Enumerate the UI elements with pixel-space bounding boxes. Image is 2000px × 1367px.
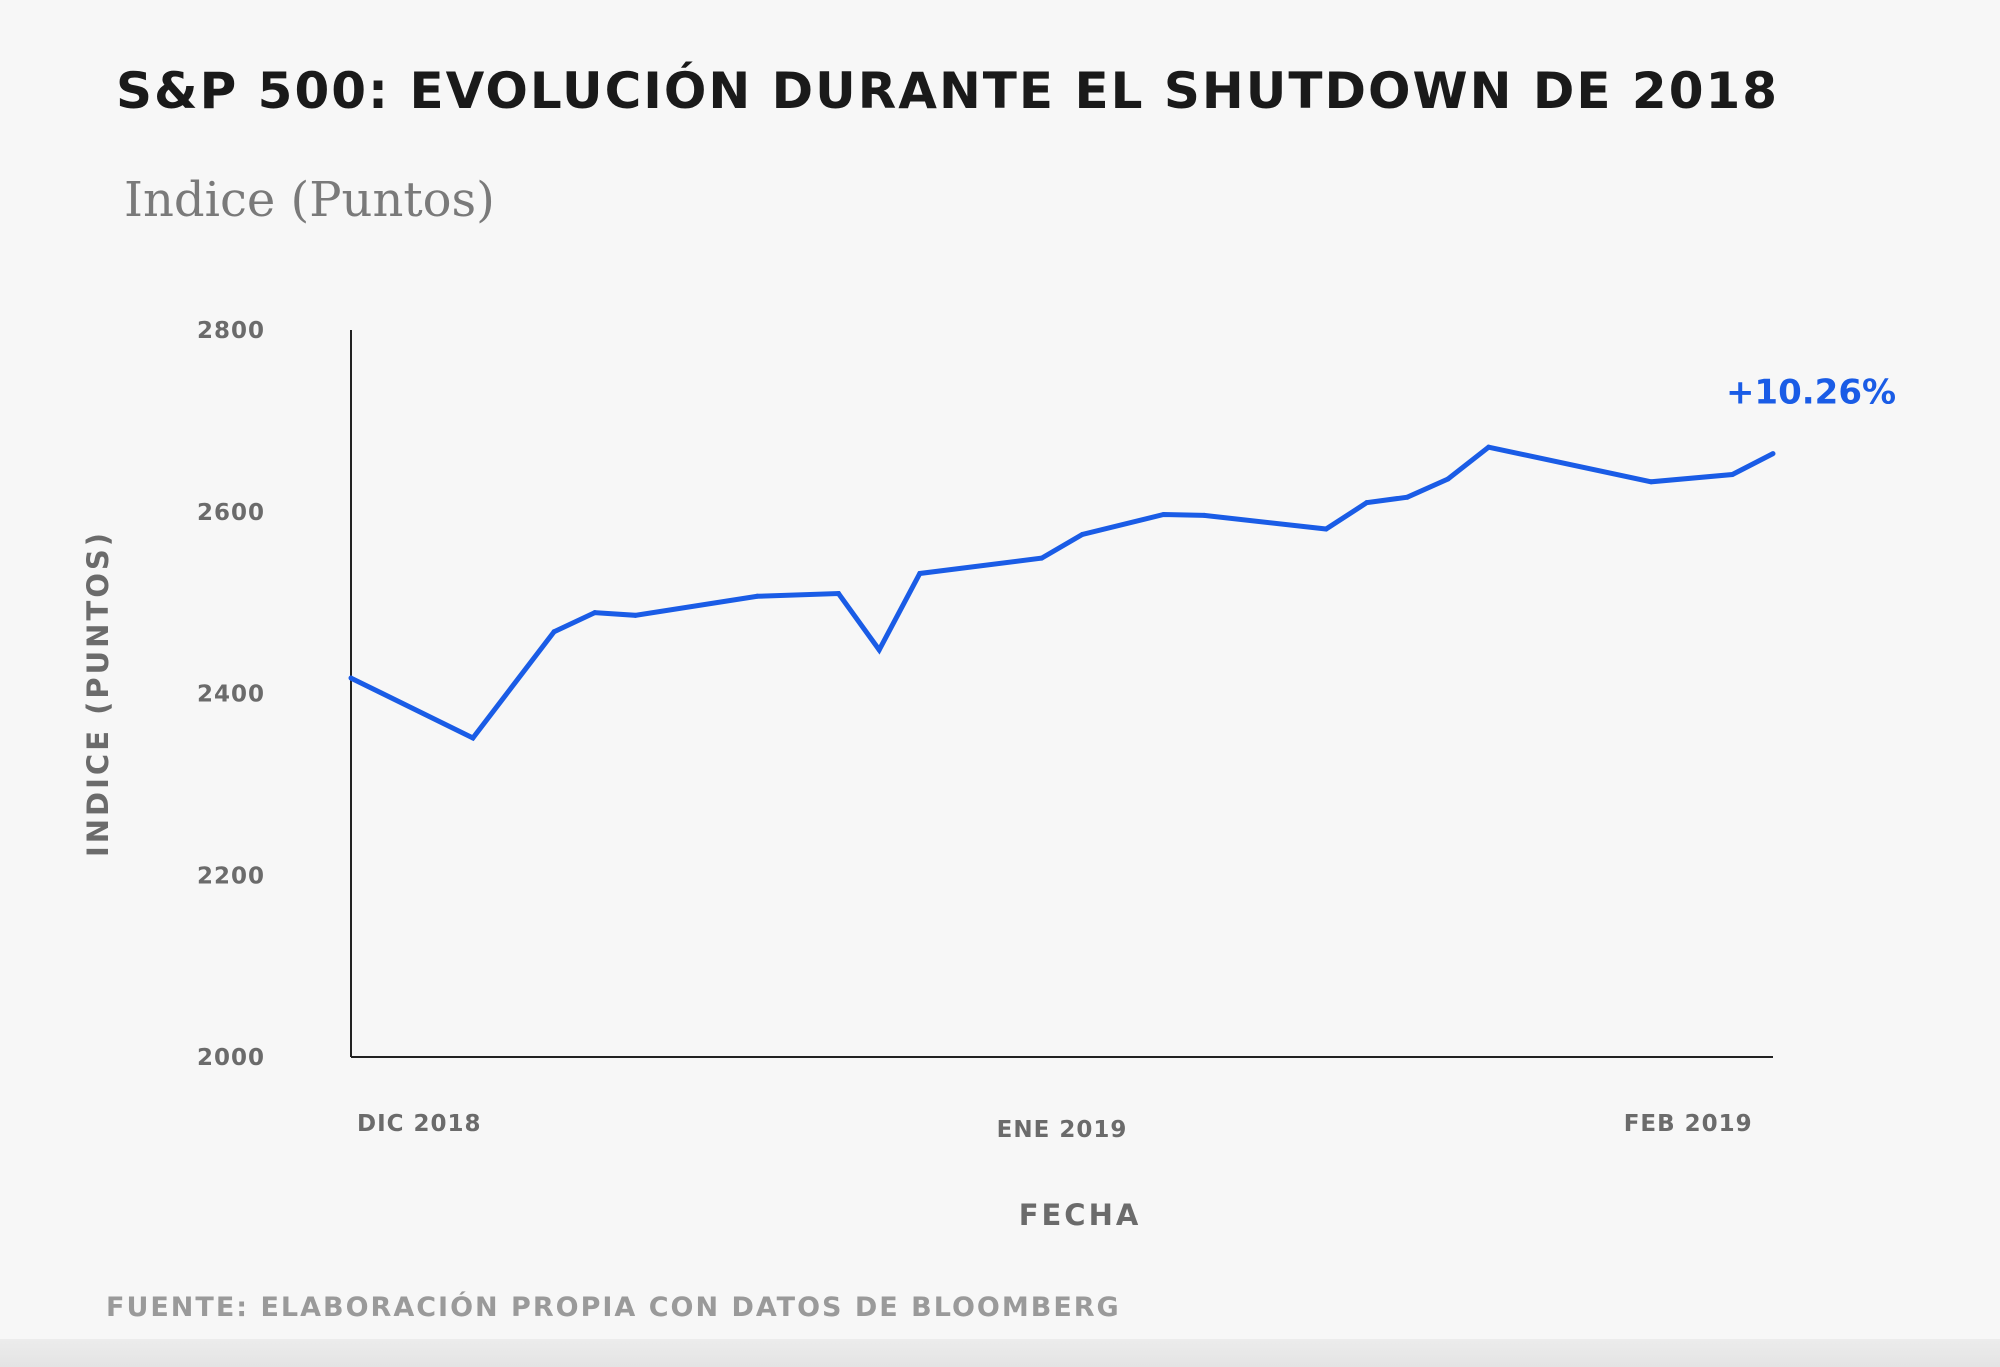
- series-line: [349, 444, 1775, 742]
- data-point: [1364, 500, 1370, 506]
- y-tick-label: 2800: [197, 318, 265, 344]
- data-point: [551, 629, 557, 635]
- data-point: [876, 647, 882, 653]
- x-tick-label: ENE 2019: [997, 1117, 1128, 1143]
- data-point: [470, 735, 476, 741]
- data-point: [1323, 526, 1329, 532]
- data-point: [348, 675, 354, 681]
- data-point: [1445, 476, 1451, 482]
- y-axis-ticks: 2800 2600 2400 2200 2000: [197, 318, 265, 1071]
- source-note: FUENTE: ELABORACIÓN PROPIA CON DATOS DE …: [106, 1292, 1121, 1323]
- data-point: [1486, 444, 1492, 450]
- change-annotation: +10.26%: [1726, 373, 1896, 413]
- series-layer: [348, 444, 1776, 742]
- x-axis-ticks: DIC 2018 ENE 2019 FEB 2019: [357, 1111, 1753, 1143]
- bottom-bar: [0, 1339, 2000, 1367]
- y-tick-label: 2200: [197, 863, 265, 889]
- data-point: [592, 610, 598, 616]
- y-axis-title: INDICE (PUNTOS): [81, 530, 115, 857]
- y-tick-label: 2000: [197, 1045, 265, 1071]
- y-tick-label: 2600: [197, 500, 265, 526]
- data-point: [1404, 494, 1410, 500]
- data-point: [917, 571, 923, 577]
- data-point: [632, 612, 638, 618]
- x-tick-label: DIC 2018: [357, 1111, 482, 1137]
- data-point: [1201, 512, 1207, 518]
- data-point: [1648, 479, 1654, 485]
- data-point: [836, 591, 842, 597]
- data-point: [1729, 471, 1735, 477]
- chart-subtitle: Indice (Puntos): [124, 172, 495, 228]
- data-point: [1039, 555, 1045, 561]
- y-tick-label: 2400: [197, 682, 265, 708]
- x-axis-title: FECHA: [1019, 1198, 1142, 1232]
- data-point: [1079, 531, 1085, 537]
- data-point: [1770, 451, 1776, 457]
- data-point: [754, 593, 760, 599]
- x-tick-label: FEB 2019: [1624, 1111, 1753, 1137]
- chart-title: S&P 500: EVOLUCIÓN DURANTE EL SHUTDOWN D…: [116, 62, 1780, 120]
- data-point: [1161, 511, 1167, 517]
